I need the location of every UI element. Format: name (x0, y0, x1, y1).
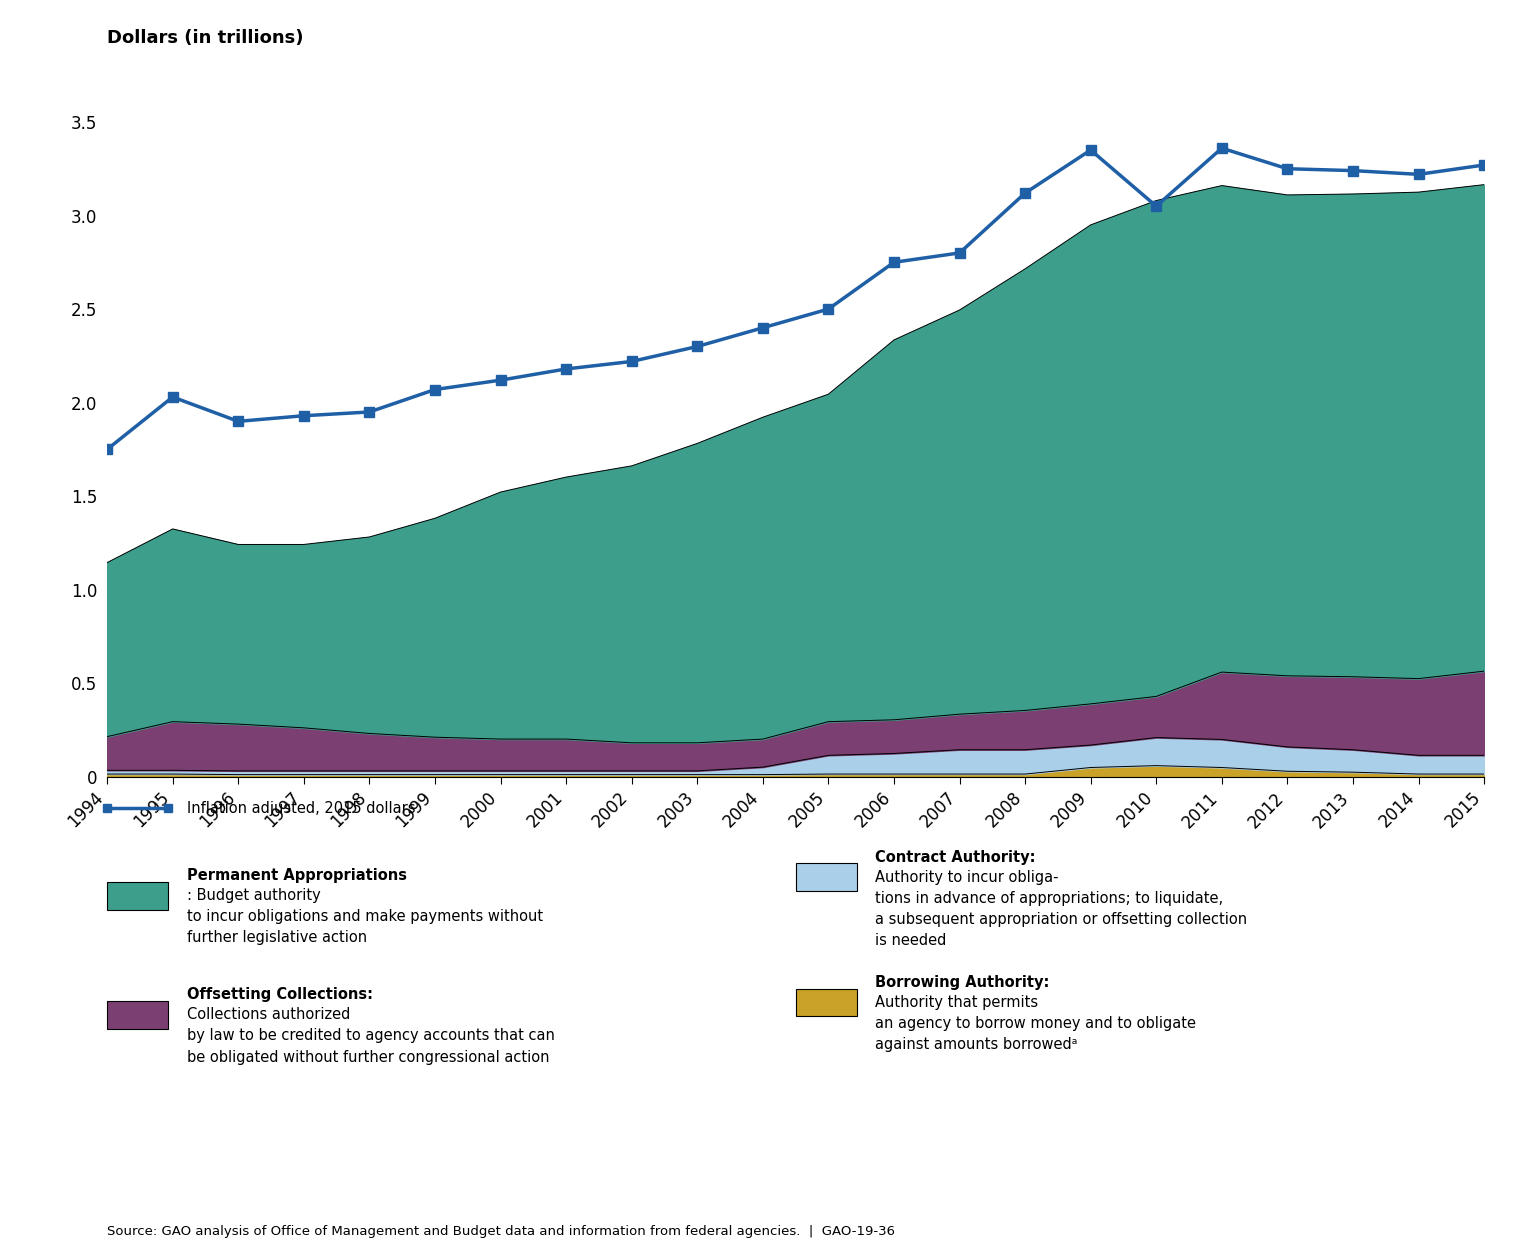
Text: : Budget authority: : Budget authority (187, 888, 320, 903)
Text: tions in advance of appropriations; to liquidate,: tions in advance of appropriations; to l… (875, 891, 1224, 906)
Text: Source: GAO analysis of Office of Management and Budget data and information fro: Source: GAO analysis of Office of Manage… (107, 1225, 895, 1238)
Text: Contract Authority:: Contract Authority: (875, 850, 1036, 865)
Text: by law to be credited to agency accounts that can: by law to be credited to agency accounts… (187, 1029, 554, 1044)
Text: Inflation adjusted, 2015 dollars: Inflation adjusted, 2015 dollars (187, 801, 415, 816)
Text: be obligated without further congressional action: be obligated without further congression… (187, 1050, 549, 1065)
Text: Permanent Appropriations: Permanent Appropriations (187, 868, 407, 883)
Text: further legislative action: further legislative action (187, 931, 367, 946)
Text: Dollars (in trillions): Dollars (in trillions) (107, 29, 303, 48)
Text: Authority that permits: Authority that permits (875, 995, 1039, 1010)
Text: an agency to borrow money and to obligate: an agency to borrow money and to obligat… (875, 1016, 1196, 1031)
Text: Collections authorized: Collections authorized (187, 1007, 350, 1022)
Text: a subsequent appropriation or offsetting collection: a subsequent appropriation or offsetting… (875, 912, 1247, 927)
Text: Authority to incur obliga-: Authority to incur obliga- (875, 870, 1059, 885)
Text: Borrowing Authority:: Borrowing Authority: (875, 975, 1050, 990)
Text: is needed: is needed (875, 932, 947, 947)
Text: Offsetting Collections:: Offsetting Collections: (187, 987, 373, 1002)
Text: to incur obligations and make payments without: to incur obligations and make payments w… (187, 910, 543, 925)
Text: against amounts borrowedᵃ: against amounts borrowedᵃ (875, 1037, 1077, 1053)
